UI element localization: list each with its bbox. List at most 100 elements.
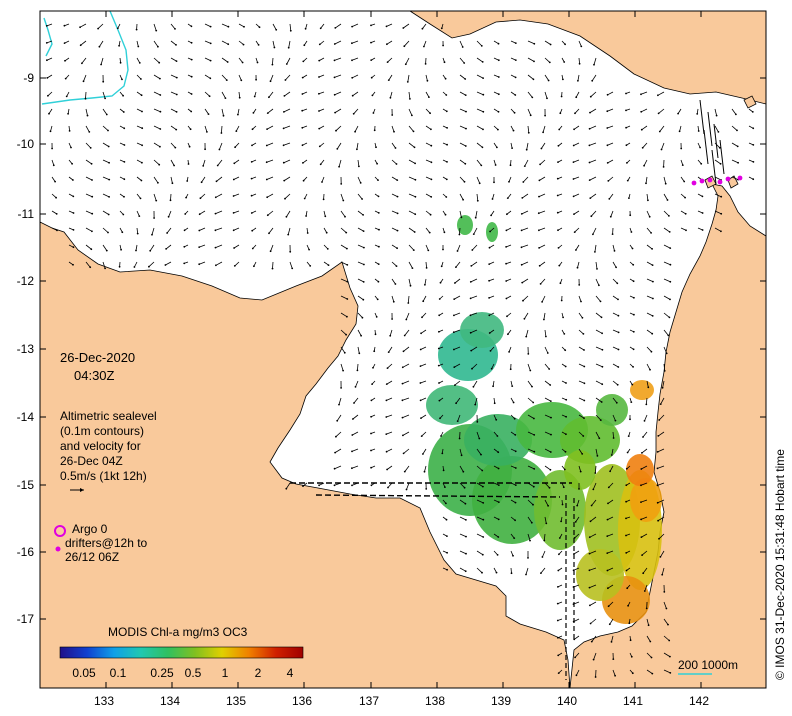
current-vector-tip — [414, 213, 417, 216]
current-vector — [454, 380, 461, 386]
current-vector — [457, 414, 461, 422]
current-vector-tip — [601, 365, 604, 368]
current-vector-tip — [700, 162, 703, 165]
current-vector-tip — [209, 77, 212, 80]
current-vector-tip — [556, 619, 559, 622]
current-vector — [521, 210, 529, 215]
current-vector — [334, 91, 342, 96]
current-vector-tip — [414, 195, 417, 198]
current-vector-tip — [318, 127, 321, 130]
lon-tick: 133 — [93, 694, 115, 708]
current-vector — [470, 278, 478, 283]
current-vector-tip — [407, 302, 410, 304]
current-vector — [386, 448, 393, 453]
current-vector-tip — [412, 249, 415, 252]
current-vector-tip — [464, 162, 467, 165]
current-vector-tip — [625, 517, 627, 520]
current-vector-tip — [155, 29, 158, 32]
current-vector — [323, 261, 329, 266]
current-vector — [285, 74, 291, 81]
current-vector-tip — [594, 251, 596, 253]
current-vector-tip — [650, 656, 653, 659]
current-vector — [657, 499, 665, 504]
current-vector — [100, 57, 104, 65]
current-vector-tip — [438, 330, 440, 333]
current-vector-tip — [511, 147, 513, 150]
current-vector — [136, 159, 143, 164]
current-vector-tip — [185, 196, 188, 199]
current-vector-tip — [444, 486, 446, 488]
current-vector-tip — [617, 298, 619, 301]
current-vector — [420, 346, 427, 350]
current-vector-tip — [391, 114, 394, 116]
current-vector — [408, 108, 413, 116]
current-vector — [403, 23, 410, 29]
current-vector-tip — [333, 93, 336, 96]
current-vector-tip — [652, 297, 654, 300]
current-vector-tip — [232, 212, 235, 214]
current-vector — [476, 482, 484, 487]
current-vector — [607, 159, 614, 164]
current-vector — [336, 142, 342, 150]
current-vector — [663, 329, 669, 336]
current-vector-tip — [607, 587, 609, 590]
current-vector-tip — [351, 76, 354, 79]
current-vector-tip — [606, 569, 609, 572]
current-vector-tip — [514, 42, 517, 44]
current-vector-tip — [305, 215, 307, 217]
current-vector-tip — [482, 77, 484, 79]
credit-text: © IMOS 31-Dec-2020 15:31:48 Hobart time — [773, 449, 787, 680]
current-vector-tip — [616, 383, 619, 386]
current-vector-tip — [522, 181, 525, 183]
current-vector-tip — [557, 161, 559, 164]
current-vector — [459, 108, 467, 112]
current-vector-tip — [333, 467, 336, 470]
current-vector — [408, 227, 415, 233]
current-vector-tip — [593, 63, 595, 66]
current-vector — [407, 295, 410, 304]
current-vector-tip — [455, 266, 457, 268]
current-vector-tip — [91, 195, 94, 198]
current-vector-tip — [107, 213, 110, 216]
current-vector-tip — [573, 231, 576, 234]
current-vector — [453, 329, 461, 333]
current-vector — [642, 567, 648, 574]
current-vector-tip — [214, 246, 217, 249]
drifter-marker — [55, 546, 61, 552]
current-vector-tip — [171, 182, 174, 185]
current-vector-tip — [105, 113, 108, 116]
current-vector-tip — [438, 314, 441, 317]
current-vector-tip — [153, 217, 156, 219]
current-vector — [680, 159, 684, 166]
current-vector-tip — [583, 399, 586, 402]
current-vector-tip — [318, 76, 320, 78]
current-vector-tip — [251, 229, 254, 232]
current-vector — [578, 295, 582, 302]
current-vector-tip — [406, 81, 409, 83]
current-vector-tip — [198, 263, 201, 266]
current-vector — [578, 40, 582, 47]
current-vector-tip — [574, 112, 576, 115]
current-vector-tip — [446, 535, 448, 537]
current-vector-tip — [588, 536, 591, 539]
current-vector-tip — [594, 676, 597, 678]
current-vector — [136, 210, 140, 217]
current-vector — [642, 431, 648, 438]
current-vector-tip — [123, 127, 126, 130]
current-vector — [459, 482, 465, 488]
drifter-line: drifters@12h to — [65, 536, 148, 550]
current-vector — [714, 193, 722, 198]
current-vector-tip — [497, 484, 500, 486]
current-vector-tip — [588, 569, 591, 572]
current-vector — [714, 108, 717, 116]
current-vector — [170, 40, 177, 46]
current-vector-tip — [575, 249, 577, 251]
current-vector-tip — [424, 283, 426, 286]
current-vector-tip — [539, 283, 542, 285]
current-vector-tip — [625, 126, 627, 129]
current-vector-tip — [701, 212, 704, 214]
current-vector — [612, 329, 619, 333]
current-vector — [136, 40, 139, 47]
current-vector — [731, 176, 739, 180]
current-vector — [221, 91, 226, 99]
